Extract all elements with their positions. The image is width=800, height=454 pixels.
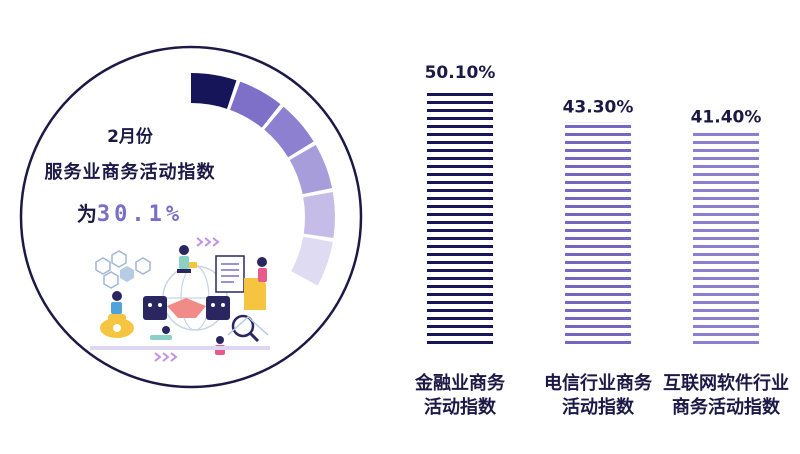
arc-segment	[303, 191, 335, 239]
x-tick-label-line: 电信行业商务	[544, 373, 652, 394]
bar-chart: 50.10% 43.30% 41.40% 金融业商务 活动指数 电信行业商务 活动指数 互联…	[380, 0, 800, 450]
bar-stripes	[693, 132, 759, 344]
month-label: 2月份	[107, 127, 153, 147]
bar-stripes	[565, 122, 631, 344]
progress-arc	[191, 73, 335, 286]
arc-segment	[229, 81, 281, 128]
x-tick-label-line: 活动指数	[562, 397, 634, 418]
business-illustration-icon	[90, 237, 270, 362]
arc-segment	[291, 236, 333, 286]
arc-segment	[191, 73, 237, 109]
bar-value-label: 50.10%	[425, 63, 496, 83]
index-value: 30.1%	[96, 202, 184, 227]
arc-segment	[289, 145, 333, 195]
arc-segment	[264, 106, 314, 158]
value-prefix: 为	[76, 202, 97, 226]
bar-value-label: 41.40%	[691, 107, 762, 127]
x-tick-label-line: 商务活动指数	[672, 397, 780, 418]
index-value-line: 为30.1%	[40, 198, 220, 227]
index-name-label: 服务业商务活动指数	[44, 162, 216, 183]
outline-circle	[19, 45, 363, 389]
x-tick-label: 金融业商务 活动指数	[390, 372, 530, 420]
x-tick-label-line: 金融业商务	[415, 373, 505, 394]
x-tick-label-line: 互联网软件行业	[663, 373, 789, 394]
x-tick-label: 互联网软件行业 商务活动指数	[656, 372, 796, 420]
info-graphic	[19, 45, 363, 389]
x-tick-label-line: 活动指数	[424, 397, 496, 418]
bar-stripes	[427, 88, 493, 344]
info-panel: 2月份 服务业商务活动指数 为30.1%	[0, 0, 380, 450]
x-tick-label: 电信行业商务 活动指数	[528, 372, 668, 420]
bar-value-label: 43.30%	[563, 98, 634, 118]
bar-chart-svg: 50.10% 43.30% 41.40%	[425, 63, 762, 344]
